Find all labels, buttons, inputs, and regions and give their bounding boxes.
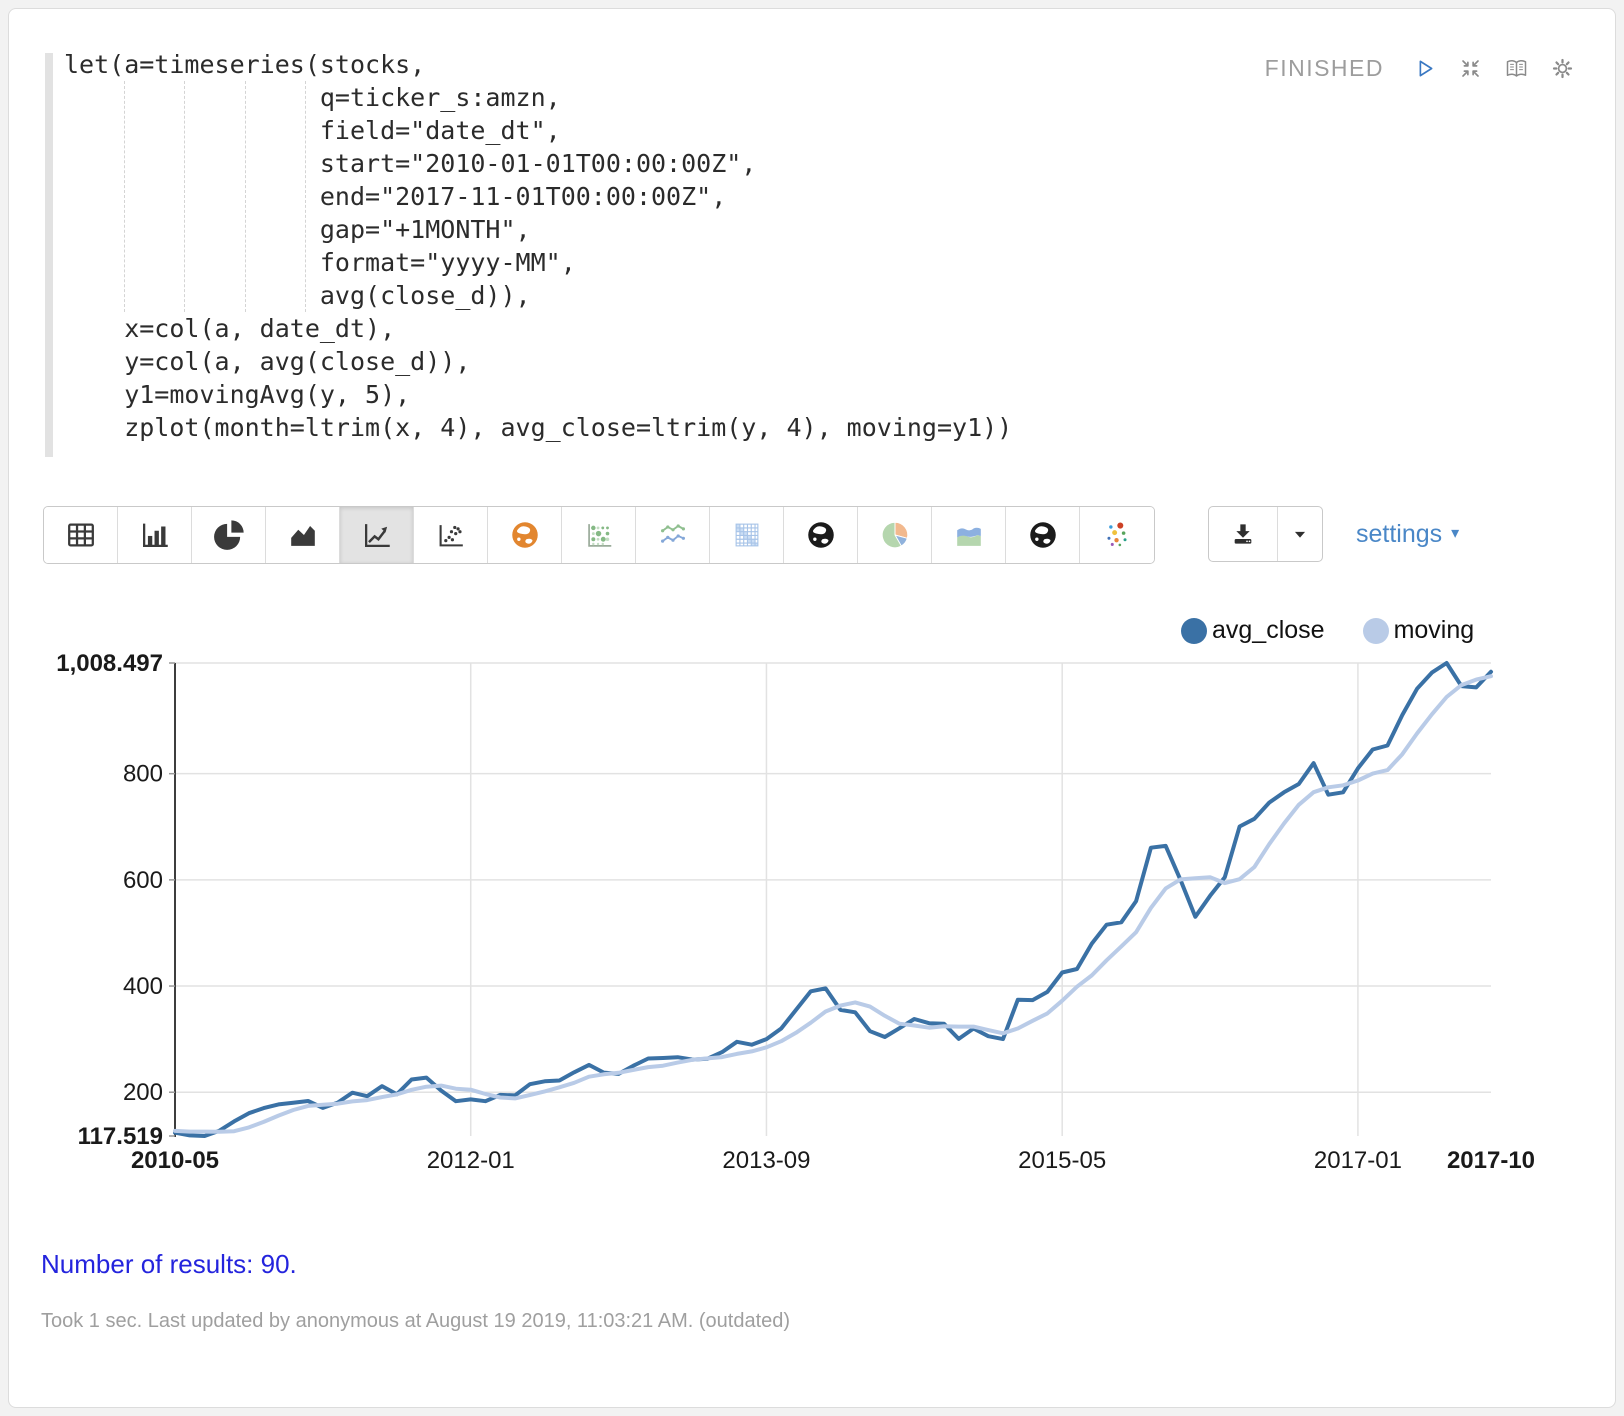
chart-type-globe-dark[interactable] xyxy=(784,507,858,563)
chart-type-table[interactable] xyxy=(44,507,118,563)
chart-type-pie-chart[interactable] xyxy=(192,507,266,563)
chart-type-area-chart[interactable] xyxy=(266,507,340,563)
chart-type-pie-pastel[interactable] xyxy=(858,507,932,563)
chart-type-line-chart[interactable] xyxy=(340,507,414,563)
code-editor[interactable]: let(a=timeseries(stocks, q=ticker_s:amzn… xyxy=(45,45,1145,465)
book-icon[interactable] xyxy=(1503,55,1530,82)
chart-type-scatter-color[interactable] xyxy=(1080,507,1154,563)
svg-text:2017-01: 2017-01 xyxy=(1314,1147,1402,1174)
legend-item-moving[interactable]: moving xyxy=(1362,616,1475,645)
legend-label-avg-close: avg_close xyxy=(1212,616,1325,644)
download-options-button[interactable] xyxy=(1278,507,1322,561)
chart-type-bubble-matrix[interactable] xyxy=(562,507,636,563)
svg-text:2015-05: 2015-05 xyxy=(1018,1147,1106,1174)
caret-down-icon: ▾ xyxy=(1451,525,1460,542)
chart-type-bar-chart[interactable] xyxy=(118,507,192,563)
settings-dropdown[interactable]: settings ▾ xyxy=(1356,506,1459,562)
editor-gutter xyxy=(45,53,53,457)
svg-text:800: 800 xyxy=(123,761,163,788)
paragraph-control-icons xyxy=(1411,55,1576,82)
svg-text:2013-09: 2013-09 xyxy=(722,1147,810,1174)
legend-dot-avg-close xyxy=(1181,617,1207,644)
play-icon[interactable] xyxy=(1411,55,1438,82)
svg-text:200: 200 xyxy=(123,1079,163,1106)
legend-item-avg-close[interactable]: avg_close xyxy=(1181,616,1325,645)
download-button[interactable] xyxy=(1209,507,1278,561)
download-button-group xyxy=(1208,506,1323,562)
results-count: Number of results: 90. xyxy=(41,1249,297,1279)
paragraph-status: FINISHED xyxy=(1264,54,1384,81)
chart-type-globe-dark-2[interactable] xyxy=(1006,507,1080,563)
svg-text:2017-10: 2017-10 xyxy=(1447,1147,1535,1174)
svg-text:2012-01: 2012-01 xyxy=(427,1147,515,1174)
svg-text:1,008.497: 1,008.497 xyxy=(56,650,163,677)
settings-label: settings xyxy=(1356,519,1443,548)
execution-status-line: Took 1 sec. Last updated by anonymous at… xyxy=(41,1310,791,1332)
chart-type-area-pastel[interactable] xyxy=(932,507,1006,563)
chart-type-multi-line[interactable] xyxy=(636,507,710,563)
svg-text:600: 600 xyxy=(123,867,163,894)
chart-legend: avg_close moving xyxy=(1181,616,1474,645)
code-text[interactable]: let(a=timeseries(stocks, q=ticker_s:amzn… xyxy=(64,50,1013,442)
legend-dot-moving xyxy=(1362,617,1389,644)
gear-icon[interactable] xyxy=(1549,55,1576,82)
svg-text:117.519: 117.519 xyxy=(78,1123,163,1150)
chart-type-toolbar xyxy=(43,506,1155,564)
paragraph-controls: FINISHED xyxy=(1265,51,1576,85)
svg-text:400: 400 xyxy=(123,973,163,1000)
paragraph-card: let(a=timeseries(stocks, q=ticker_s:amzn… xyxy=(8,8,1616,1408)
legend-label-moving: moving xyxy=(1393,616,1475,644)
chart-type-scatter-chart[interactable] xyxy=(414,507,488,563)
chart-type-heatmap[interactable] xyxy=(710,507,784,563)
collapse-icon[interactable] xyxy=(1457,55,1484,82)
svg-text:2010-05: 2010-05 xyxy=(131,1147,219,1174)
chart-type-map-orange[interactable] xyxy=(488,507,562,563)
